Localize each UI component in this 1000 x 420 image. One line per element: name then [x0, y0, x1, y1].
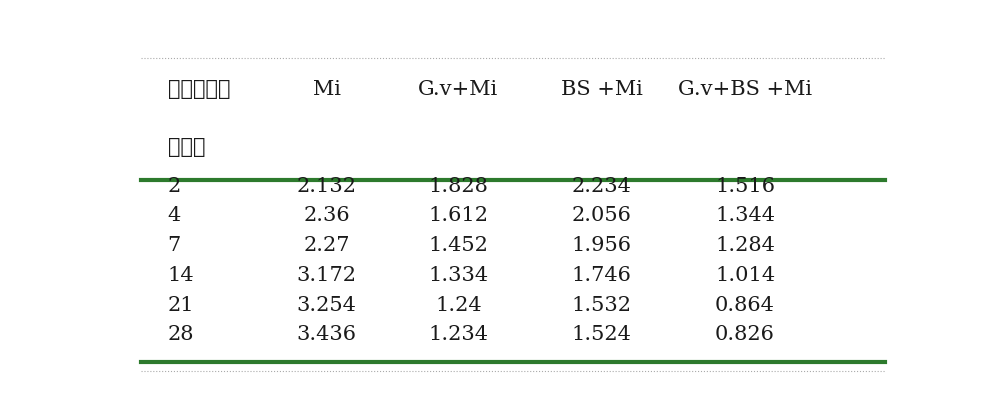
- Text: 3.436: 3.436: [296, 326, 356, 344]
- Text: 1.284: 1.284: [715, 236, 775, 255]
- Text: 2: 2: [168, 177, 181, 196]
- Text: 1.532: 1.532: [572, 296, 632, 315]
- Text: 1.612: 1.612: [428, 207, 488, 226]
- Text: 2.36: 2.36: [303, 207, 350, 226]
- Text: 1.524: 1.524: [572, 326, 632, 344]
- Text: 1.828: 1.828: [428, 177, 488, 196]
- Text: 移栽后天数: 移栽后天数: [168, 80, 230, 99]
- Text: 0.864: 0.864: [715, 296, 775, 315]
- Text: 1.24: 1.24: [435, 296, 482, 315]
- Text: 1.344: 1.344: [715, 207, 775, 226]
- Text: 1.014: 1.014: [715, 266, 775, 285]
- Text: 1.746: 1.746: [572, 266, 632, 285]
- Text: 21: 21: [168, 296, 194, 315]
- Text: 3.254: 3.254: [297, 296, 356, 315]
- Text: 1.452: 1.452: [428, 236, 488, 255]
- Text: G.v+Mi: G.v+Mi: [418, 80, 498, 99]
- Text: 4: 4: [168, 207, 181, 226]
- Text: 7: 7: [168, 236, 181, 255]
- Text: 1.516: 1.516: [715, 177, 775, 196]
- Text: 1.334: 1.334: [428, 266, 488, 285]
- Text: 2.234: 2.234: [572, 177, 632, 196]
- Text: G.v+BS +Mi: G.v+BS +Mi: [678, 80, 812, 99]
- Text: BS +Mi: BS +Mi: [561, 80, 643, 99]
- Text: 1.956: 1.956: [572, 236, 632, 255]
- Text: 2.27: 2.27: [303, 236, 350, 255]
- Text: 1.234: 1.234: [428, 326, 488, 344]
- Text: Mi: Mi: [312, 80, 340, 99]
- Text: 14: 14: [168, 266, 194, 285]
- Text: 28: 28: [168, 326, 194, 344]
- Text: 2.132: 2.132: [296, 177, 356, 196]
- Text: （天）: （天）: [168, 138, 205, 157]
- Text: 0.826: 0.826: [715, 326, 775, 344]
- Text: 2.056: 2.056: [572, 207, 632, 226]
- Text: 3.172: 3.172: [296, 266, 356, 285]
